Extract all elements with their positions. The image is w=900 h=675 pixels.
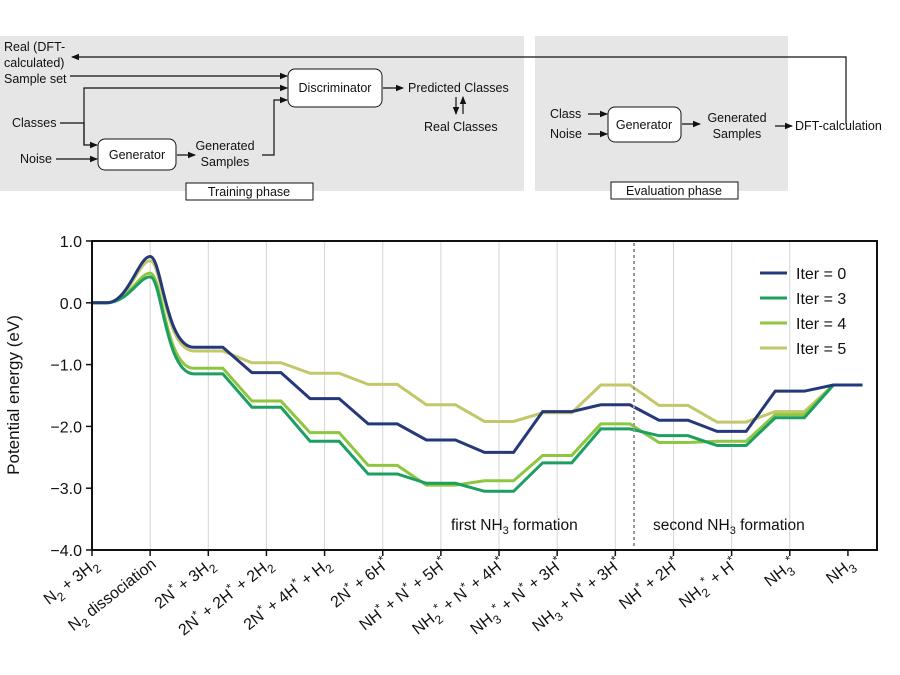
annotation-second-formation: second NH3 formation (653, 517, 805, 537)
real-classes-label: Real Classes (424, 120, 498, 134)
real-sample-label-2: calculated) (4, 56, 64, 70)
y-tick-label: −3.0 (50, 481, 82, 498)
evaluation-phase-box (610, 181, 739, 200)
x-tick-label: N2 dissociation (65, 556, 162, 638)
y-tick-label: −1.0 (50, 358, 82, 375)
classes-label: Classes (12, 116, 56, 130)
eval-generated-samples-label-2: Samples (713, 127, 762, 141)
x-tick-label: NH2* + N* + 4H* (407, 552, 511, 641)
x-tick-label: N2 + 3H2 (41, 556, 104, 612)
eval-noise-label: Noise (550, 127, 582, 141)
legend: Iter = 0 Iter = 3 Iter = 4 Iter = 5 (760, 266, 846, 358)
y-tick-label: 0.0 (60, 296, 82, 313)
gan-workflow-diagram: Real (DFT- calculated) Sample set Classe… (0, 36, 882, 201)
series-line-iter-3 (92, 275, 863, 493)
eval-generated-samples-label-1: Generated (707, 111, 766, 125)
generator-box (97, 138, 177, 171)
legend-label-iter4: Iter = 4 (796, 316, 846, 333)
gridlines (149, 241, 791, 550)
x-tick-label: 2N* + 3H2 (149, 552, 220, 615)
training-panel (0, 36, 524, 191)
training-phase-label: Training phase (208, 185, 290, 199)
eval-generator-label: Generator (616, 118, 672, 132)
plot-frame (91, 240, 878, 551)
generator-label: Generator (109, 148, 165, 162)
real-sample-label-3: Sample set (4, 72, 67, 86)
annotation-first-formation: first NH3 formation (451, 517, 578, 537)
dft-calculation-label: DFT-calculation (795, 119, 882, 133)
x-tick-label: 2N* + 2H* + 2H2 (173, 552, 278, 642)
eval-class-label: Class (550, 107, 581, 121)
x-tick-label: NH3* + N* + 3H* (465, 552, 569, 641)
x-tick-label: NH3 (823, 556, 860, 591)
legend-label-iter3: Iter = 3 (796, 291, 846, 308)
x-tick-label: NH3 + N* + 3H* (527, 552, 628, 638)
y-tick-label: −2.0 (50, 419, 82, 436)
generated-samples-label-2: Samples (201, 155, 250, 169)
real-sample-label-1: Real (DFT- (4, 40, 65, 54)
series-line-iter-5 (92, 259, 863, 424)
x-tick-label: NH* + N* + 5H* (354, 552, 450, 634)
x-tick-label: 2N* + 6H* (325, 552, 392, 611)
noise-label: Noise (20, 152, 52, 166)
y-tick-label: 1.0 (60, 234, 82, 251)
series-lines (92, 254, 863, 493)
x-tick-label: NH2* + H* (674, 552, 744, 614)
discriminator-label: Discriminator (299, 81, 372, 95)
eval-generator-box (607, 106, 682, 143)
arrow-samples-to-discriminator (262, 96, 288, 156)
arrow-dft-feedback (71, 53, 847, 124)
y-axis-label: Potential energy (eV) (4, 315, 23, 475)
y-ticks: 1.0 0.0 −1.0 −2.0 −3.0 −4.0 (50, 234, 92, 560)
y-tick-label: −4.0 (50, 543, 82, 560)
series-line-iter-0 (92, 254, 863, 454)
x-tick-label: NH3* (759, 552, 802, 593)
x-tick-label: NH* + 2H* (614, 552, 683, 613)
legend-label-iter0: Iter = 0 (796, 266, 846, 283)
evaluation-phase-label: Evaluation phase (626, 184, 722, 198)
legend-label-iter5: Iter = 5 (796, 341, 846, 358)
generated-samples-label-1: Generated (195, 139, 254, 153)
series-line-iter-4 (92, 271, 863, 487)
discriminator-box (287, 68, 383, 108)
predicted-classes-label: Predicted Classes (408, 81, 509, 95)
arrow-classes-to-generator (83, 123, 98, 149)
training-phase-box (185, 182, 314, 201)
